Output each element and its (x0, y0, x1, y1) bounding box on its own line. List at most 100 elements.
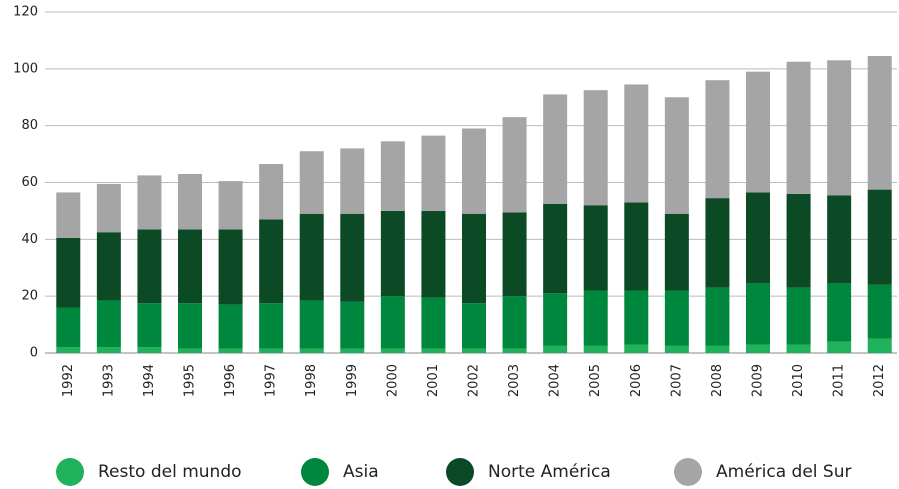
y-tick-label: 60 (21, 175, 38, 190)
x-tick-label: 1998 (304, 364, 319, 397)
legend-swatch (56, 458, 84, 486)
x-tick-label: 2012 (872, 364, 887, 397)
bar-segment (380, 348, 405, 353)
bar-segment (867, 284, 892, 339)
bar-segment (96, 347, 121, 353)
y-tick-label: 40 (21, 232, 38, 247)
bar-segment (624, 290, 649, 345)
bar-segment (664, 345, 689, 353)
bar-segment (56, 237, 81, 308)
x-tick-label: 1999 (345, 364, 360, 397)
bar-segment (827, 60, 852, 196)
bar-segment (218, 304, 243, 349)
bar-segment (664, 290, 689, 346)
bar-segment (867, 338, 892, 353)
y-tick-label: 0 (30, 346, 38, 361)
bar-segment (178, 303, 202, 349)
bar-segment (827, 341, 852, 353)
bar-segment (786, 287, 811, 345)
bar-segment (340, 213, 365, 302)
bar-segment (421, 297, 446, 349)
bar-segment (705, 287, 730, 346)
bar-segment (502, 117, 527, 213)
bar-segment (502, 296, 527, 349)
bar-segment (56, 307, 81, 348)
bar-segment (299, 348, 324, 353)
bar-segment (583, 345, 608, 353)
bar-segment (624, 202, 649, 291)
bar-segment (421, 348, 446, 353)
bar-segment (462, 348, 486, 353)
x-tick-label: 1994 (142, 364, 157, 397)
bar-segment (867, 189, 892, 285)
x-tick-label: 1997 (264, 364, 279, 397)
y-tick-label: 80 (21, 118, 38, 133)
x-tick-label: 2004 (548, 364, 563, 397)
bar-segment (705, 80, 730, 199)
bar-segment (827, 283, 852, 342)
bar-segment (299, 151, 324, 214)
bar-segment (137, 175, 162, 230)
bar-segment (340, 348, 365, 353)
bar-segment (583, 205, 608, 291)
bar-segment (218, 181, 243, 230)
y-tick-label: 20 (21, 289, 38, 304)
x-tick-label: 2001 (426, 364, 441, 397)
bar-segment (178, 229, 202, 304)
bar-segment (705, 345, 730, 353)
bar-segment (746, 192, 770, 284)
bar-segment (624, 84, 649, 203)
bar-segment (664, 97, 689, 214)
bar-segment (299, 300, 324, 349)
bar-segment (543, 203, 568, 294)
bar-segment (705, 198, 730, 288)
bar-segment (421, 210, 446, 298)
bar-segment (178, 173, 202, 230)
x-tick-label: 2005 (588, 364, 603, 397)
bar-segment (96, 183, 121, 233)
bar-segment (786, 193, 811, 288)
legend-label: América del Sur (716, 462, 851, 482)
bar-segment (543, 94, 568, 204)
bar-segment (259, 348, 284, 353)
x-tick-label: 2010 (791, 364, 806, 397)
legend-label: Resto del mundo (98, 462, 242, 482)
bar-segment (421, 135, 446, 211)
x-tick-label: 2006 (629, 364, 644, 397)
bar-segment (746, 283, 770, 345)
x-tick-label: 2002 (467, 364, 482, 397)
legend-label: Norte América (488, 462, 611, 482)
x-tick-label: 1993 (101, 364, 116, 397)
bar-segment (827, 195, 852, 284)
legend-swatch (301, 458, 329, 486)
bar-segment (137, 303, 162, 348)
legend: Resto del mundo Asia Norte América América … (56, 458, 851, 486)
bar-segment (867, 56, 892, 190)
bar-segment (299, 213, 324, 301)
bar-segment (462, 303, 486, 349)
bar-segment (786, 344, 811, 353)
bar-segment (380, 296, 405, 349)
legend-swatch (674, 458, 702, 486)
x-tick-label: 2003 (507, 364, 522, 397)
bar-segment (502, 348, 527, 353)
x-tick-label: 1992 (61, 364, 76, 397)
bar-segment (96, 232, 121, 301)
bar-segment (137, 229, 162, 304)
bar-segment (543, 293, 568, 346)
x-tick-label: 2007 (669, 364, 684, 397)
bar-segment (96, 300, 121, 348)
bar-segment (664, 213, 689, 291)
x-tick-label: 2011 (832, 364, 847, 397)
x-tick-label: 2009 (751, 364, 766, 397)
y-tick-label: 100 (13, 61, 38, 76)
bar-segment (259, 303, 284, 349)
bar-segment (259, 164, 284, 220)
bar-segment (543, 345, 568, 353)
bar-segment (380, 141, 405, 211)
bar-segment (137, 347, 162, 353)
bar-segment (583, 90, 608, 206)
bar-segment (178, 348, 202, 353)
x-tick-label: 1996 (223, 364, 238, 397)
